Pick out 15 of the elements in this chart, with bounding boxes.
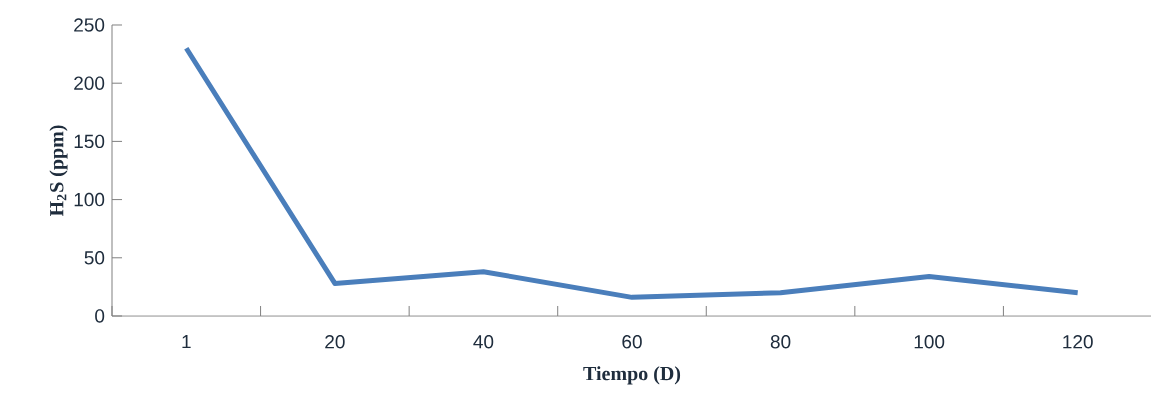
x-axis-title: Tiempo (D) bbox=[583, 366, 681, 385]
x-tick-label: 40 bbox=[473, 335, 494, 349]
x-tick-label: 60 bbox=[622, 335, 642, 349]
y-tick-label: 100 bbox=[74, 192, 105, 207]
x-tick-label: 100 bbox=[914, 335, 945, 349]
y-tick-label: 200 bbox=[74, 76, 105, 90]
x-tick-label: 20 bbox=[325, 335, 345, 349]
y-axis-title: H$_{2}$S (ppm) bbox=[49, 125, 68, 217]
x-tick-label: 1 bbox=[182, 335, 191, 349]
x-tick-label: 80 bbox=[770, 335, 791, 349]
y-tick-label: 50 bbox=[84, 251, 105, 265]
y-tick-label: 150 bbox=[74, 134, 105, 149]
x-tick-label: 120 bbox=[1063, 335, 1093, 349]
y-tick-label: 250 bbox=[74, 18, 105, 32]
y-tick-label: 0 bbox=[95, 309, 105, 323]
